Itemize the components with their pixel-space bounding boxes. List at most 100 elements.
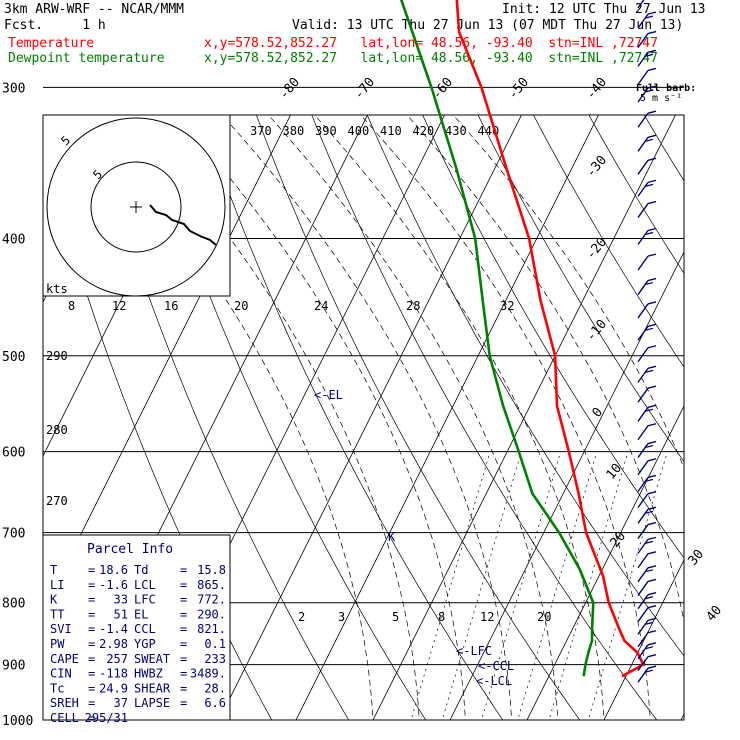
temperature-tick-label: -80 xyxy=(277,75,304,103)
mixing-ratio-line xyxy=(517,451,598,720)
parcel-label: SHEAR xyxy=(134,681,171,695)
parcel-eq: = xyxy=(180,681,187,695)
lfc-annotation: <-LFC xyxy=(456,644,492,658)
parcel-eq: = xyxy=(180,593,187,607)
dry-adiabat xyxy=(43,145,273,720)
parcel-eq: = xyxy=(180,652,187,666)
wind-barb-flag xyxy=(647,227,657,232)
wind-barb xyxy=(637,110,657,128)
parcel-value: 15.8 xyxy=(197,563,226,577)
hodograph-trace xyxy=(149,204,217,246)
mixing-ratio-label: 8 xyxy=(438,610,445,624)
wind-barb xyxy=(637,592,657,610)
parcel-eq: = xyxy=(180,667,187,681)
wind-barb xyxy=(637,365,657,383)
parcel-eq: = xyxy=(180,563,187,577)
wind-barb-staff xyxy=(637,0,645,9)
wind-barb-flag xyxy=(647,490,657,495)
mixing-ratio-label: 3 xyxy=(338,610,345,624)
wind-barb-flag xyxy=(647,642,657,646)
wind-barb-staff xyxy=(637,406,649,422)
wind-barb-staff xyxy=(637,203,649,218)
wind-barb xyxy=(637,323,657,341)
wind-barb-staff xyxy=(637,159,649,175)
wind-barb-flag xyxy=(644,231,654,236)
temperature-tick-label: -50 xyxy=(506,75,533,103)
wind-barb-flag xyxy=(644,444,654,449)
parcel-panel-title: Parcel Info xyxy=(87,542,173,557)
temperature-tick-label: -30 xyxy=(584,153,611,181)
wind-barb-flag xyxy=(644,138,654,142)
parcel-label: SWEAT xyxy=(134,652,170,666)
wind-barb-flag xyxy=(647,458,657,462)
parcel-value: 6.6 xyxy=(204,696,226,710)
wind-barb xyxy=(637,345,657,363)
wind-barb-staff xyxy=(637,13,649,29)
wind-barb-staff xyxy=(637,230,649,245)
model-name: 3km ARW-WRF -- NCAR/MMM xyxy=(4,2,185,17)
parcel-eq: = xyxy=(88,711,95,725)
parcel-label: TT xyxy=(50,607,64,621)
isotherm-line xyxy=(141,115,445,720)
wind-barb-flag xyxy=(647,536,657,541)
mixing-ratio-line xyxy=(441,451,522,720)
theta-label: 280 xyxy=(46,423,68,437)
parcel-eq: = xyxy=(88,637,95,651)
temperature-profile-line xyxy=(455,0,645,678)
parcel-eq: = xyxy=(88,681,95,695)
level-annotations: <-EL K <-LFC<-CCL<-LCL xyxy=(314,388,514,688)
theta-e-label: 380 xyxy=(283,124,305,138)
parcel-value: 772. xyxy=(197,593,226,607)
wind-barb-staff xyxy=(637,112,649,128)
wind-barb xyxy=(637,253,657,271)
wind-barb-flag xyxy=(647,301,657,305)
wind-barb-flag xyxy=(644,408,654,412)
parcel-eq: = xyxy=(180,637,187,651)
el-annotation: <-EL xyxy=(314,388,343,402)
temperature-tick-label: 10 xyxy=(604,461,626,483)
wind-barb xyxy=(637,179,657,197)
wind-barb xyxy=(637,536,657,554)
wind-barb xyxy=(637,474,657,492)
wind-barb-staff xyxy=(637,656,649,672)
wind-barb xyxy=(637,200,657,218)
pressure-tick-label: 900 xyxy=(2,659,25,674)
temperature-tick-label: 0 xyxy=(590,405,607,421)
wind-barb xyxy=(637,565,657,583)
parcel-value: -118 xyxy=(99,667,128,681)
temperature-tick-label: -40 xyxy=(584,75,611,103)
wind-barb-staff xyxy=(637,538,649,554)
wind-barb-flag xyxy=(647,110,657,114)
temperature-legend: Temperature xyxy=(8,36,95,51)
mixing-ratio-label: 12 xyxy=(480,610,494,624)
wind-barb-flag xyxy=(644,569,654,573)
dry-adiabat xyxy=(200,115,504,720)
isotherm-line xyxy=(295,115,599,720)
wind-barb-flag xyxy=(647,474,657,479)
wind-barb-flag xyxy=(647,578,657,583)
wind-barb xyxy=(637,157,657,175)
wind-barb-flag xyxy=(644,621,654,625)
theta-e-label: 430 xyxy=(445,124,467,138)
wind-barb-staff xyxy=(637,33,649,48)
pressure-tick-label: 500 xyxy=(2,350,25,365)
wind-barb-flag xyxy=(647,323,657,327)
wind-barb-staff xyxy=(637,567,649,583)
wind-barb-staff xyxy=(637,594,649,610)
wind-barb xyxy=(637,49,657,67)
moist-adiabat xyxy=(221,115,512,720)
parcel-eq: = xyxy=(88,622,95,636)
parcel-label: T xyxy=(50,563,57,577)
mixing-ratio-line xyxy=(410,451,491,720)
sounding-profiles xyxy=(399,0,645,678)
mixing-ratio-label: 20 xyxy=(537,610,551,624)
wind-barb-flag xyxy=(647,565,657,569)
wind-barb xyxy=(637,605,657,623)
wind-barb-flag xyxy=(647,440,657,445)
wind-barb-flag xyxy=(647,134,657,138)
parcel-value: 24.9 xyxy=(99,681,128,695)
wind-barb-staff xyxy=(637,553,649,569)
parcel-eq: = xyxy=(180,607,187,621)
wind-barb-staff xyxy=(637,280,649,295)
